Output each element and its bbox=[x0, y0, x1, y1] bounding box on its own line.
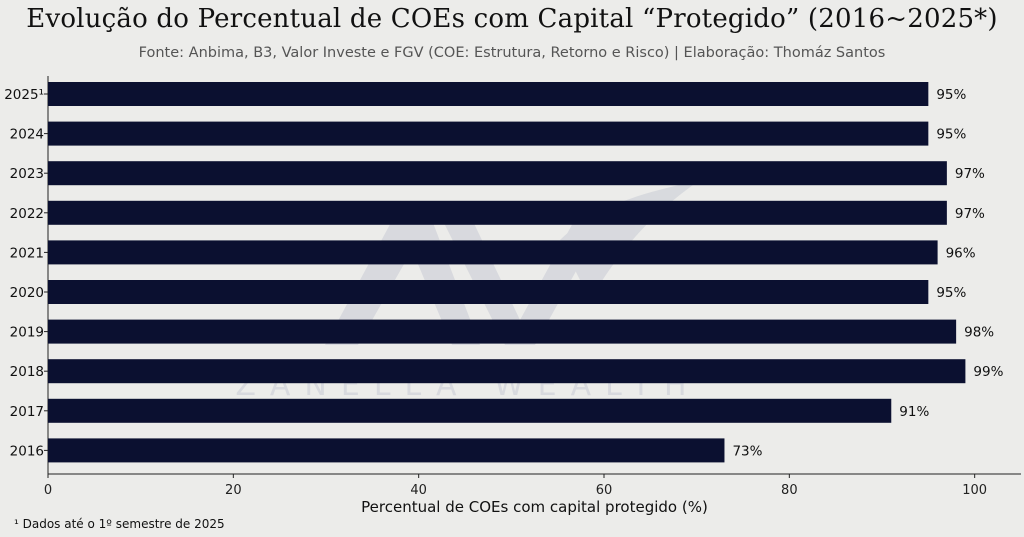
value-label-0: 95% bbox=[936, 87, 966, 103]
bar-6 bbox=[48, 319, 957, 344]
y-tick-label-6: 2019 bbox=[10, 325, 44, 341]
y-tick-label-5: 2020 bbox=[10, 285, 44, 301]
value-label-4: 96% bbox=[946, 245, 976, 261]
value-label-9: 73% bbox=[732, 443, 762, 459]
footnote: ¹ Dados até o 1º semestre de 2025 bbox=[14, 517, 225, 531]
x-tick-label-2: 40 bbox=[410, 483, 427, 498]
bar-8 bbox=[48, 398, 892, 423]
y-tick-label-3: 2022 bbox=[10, 206, 44, 222]
y-tick-label-0: 2025¹ bbox=[4, 87, 44, 103]
value-label-6: 98% bbox=[964, 325, 994, 341]
bar-4 bbox=[48, 240, 938, 265]
x-tick-label-5: 100 bbox=[962, 483, 987, 498]
y-tick-label-9: 2016 bbox=[10, 443, 44, 459]
bar-3 bbox=[48, 200, 947, 225]
plot-area: 2025¹ 95%2024 95%2023 97%2022 97%2021 96%2020… bbox=[4, 76, 1021, 516]
bar-1 bbox=[48, 121, 929, 146]
value-label-3: 97% bbox=[955, 206, 985, 222]
value-label-8: 91% bbox=[899, 404, 929, 420]
y-tick-label-2: 2023 bbox=[10, 166, 44, 182]
x-tick-label-4: 80 bbox=[781, 483, 798, 498]
value-label-1: 95% bbox=[936, 127, 966, 143]
bar-0 bbox=[48, 82, 929, 106]
bar-7 bbox=[48, 359, 966, 384]
value-label-2: 97% bbox=[955, 166, 985, 182]
bar-2 bbox=[48, 161, 947, 186]
x-axis-label: Percentual de COEs com capital protegido… bbox=[361, 498, 708, 516]
y-tick-label-1: 2024 bbox=[10, 127, 44, 143]
bar-9 bbox=[48, 438, 725, 463]
y-tick-label-8: 2017 bbox=[10, 404, 44, 420]
chart-title: Evolução do Percentual de COEs com Capit… bbox=[26, 4, 998, 34]
value-label-5: 95% bbox=[936, 285, 966, 301]
value-label-7: 99% bbox=[973, 364, 1003, 380]
x-tick-label-0: 0 bbox=[44, 483, 52, 498]
bar-5 bbox=[48, 280, 929, 304]
y-tick-label-7: 2018 bbox=[10, 364, 44, 380]
y-tick-label-4: 2021 bbox=[10, 245, 44, 261]
chart-subtitle: Fonte: Anbima, B3, Valor Investe e FGV (… bbox=[138, 45, 886, 61]
x-tick-label-1: 20 bbox=[225, 483, 242, 498]
x-tick-label-3: 60 bbox=[596, 483, 613, 498]
